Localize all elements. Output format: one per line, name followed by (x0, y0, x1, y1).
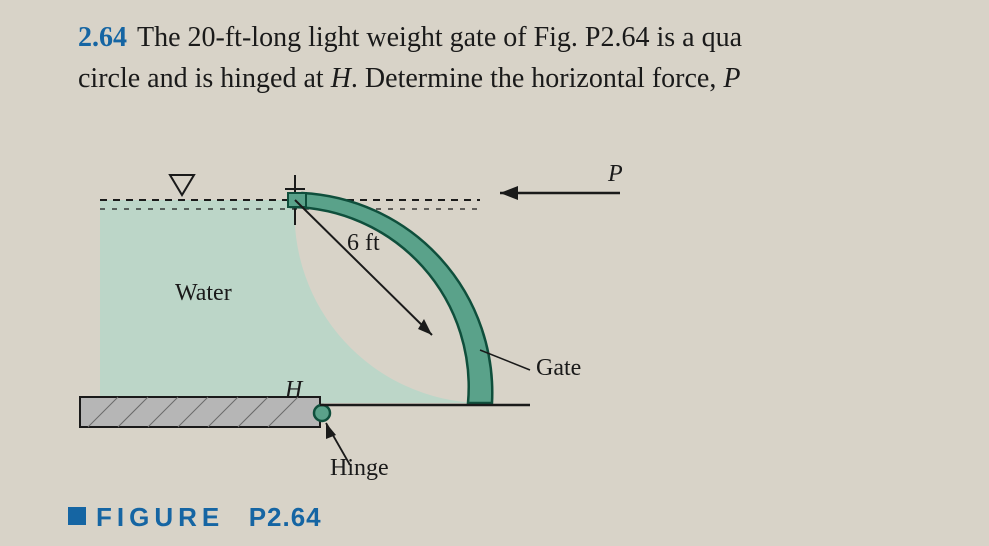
caption-square-icon (68, 507, 86, 525)
force-arrowhead-icon (500, 186, 518, 200)
problem-number: 2.64 (78, 22, 127, 53)
radius-arrowhead-icon (418, 319, 432, 335)
hinge-var-label: H (285, 377, 302, 404)
page: 2.64 The 20-ft-long light weight gate of … (0, 0, 989, 546)
figure-svg (60, 145, 680, 505)
nabla-icon (170, 175, 194, 195)
force-variable: P (723, 63, 740, 94)
gate-label: Gate (536, 355, 581, 382)
problem-line2b: . Determine the horizontal force, (351, 63, 723, 94)
problem-statement: 2.64 The 20-ft-long light weight gate of … (78, 18, 989, 99)
hinge-pin-icon (314, 405, 330, 421)
caption-prefix: FIGURE (96, 502, 224, 532)
radius-label: 6 ft (347, 230, 380, 257)
figure: 6 ft Water Gate H Hinge P (60, 145, 680, 545)
wall-block (80, 397, 320, 427)
figure-caption: FIGURE P2.64 (68, 502, 322, 533)
problem-line2a: circle and is hinged at (78, 63, 331, 94)
water-label: Water (175, 280, 232, 307)
problem-line1: The 20-ft-long light weight gate of Fig.… (137, 22, 742, 53)
caption-id: P2.64 (249, 502, 322, 532)
gate-top-cap (288, 193, 306, 207)
hinge-label: Hinge (330, 455, 389, 482)
force-var-label: P (608, 161, 623, 188)
hinge-variable: H (331, 63, 351, 94)
